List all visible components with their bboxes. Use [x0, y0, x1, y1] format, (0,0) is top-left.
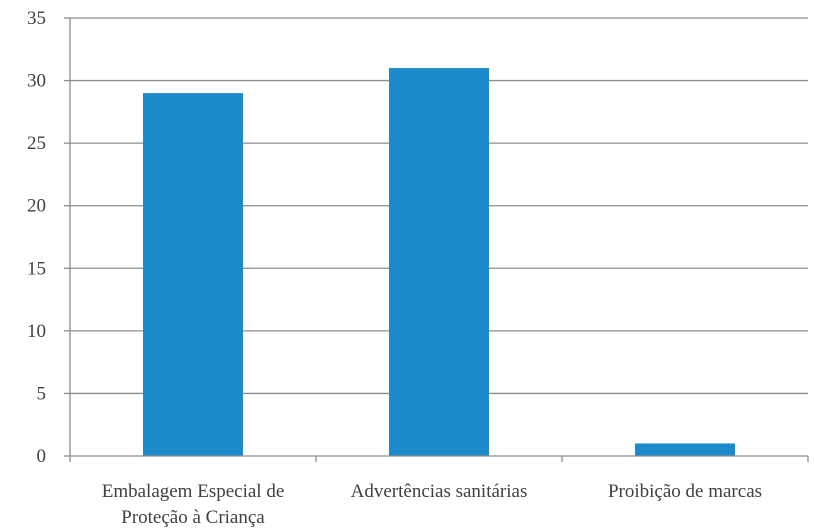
y-tick-label: 30	[27, 71, 46, 92]
y-tick-label: 10	[27, 321, 46, 342]
y-tick-label: 20	[27, 196, 46, 217]
y-tick-labels: 0 5 10 15 20 25 30 35	[27, 8, 46, 467]
y-tick-label: 25	[27, 133, 46, 154]
x-category-label: Proibição de marcas	[608, 481, 762, 502]
y-tick-label: 35	[27, 8, 46, 29]
bar	[389, 68, 489, 457]
y-tick-label: 5	[37, 383, 47, 404]
x-category-label: Proteção à Criança	[121, 507, 265, 528]
axes	[64, 17, 809, 462]
x-category-labels: Embalagem Especial de Proteção à Criança A…	[102, 481, 762, 528]
y-tick-label: 0	[37, 446, 47, 467]
bars	[143, 68, 735, 457]
bar	[143, 93, 243, 456]
bar	[635, 443, 735, 456]
x-category-label: Advertências sanitárias	[351, 481, 528, 502]
x-category-label: Embalagem Especial de	[102, 481, 285, 502]
y-tick-label: 15	[27, 258, 46, 279]
